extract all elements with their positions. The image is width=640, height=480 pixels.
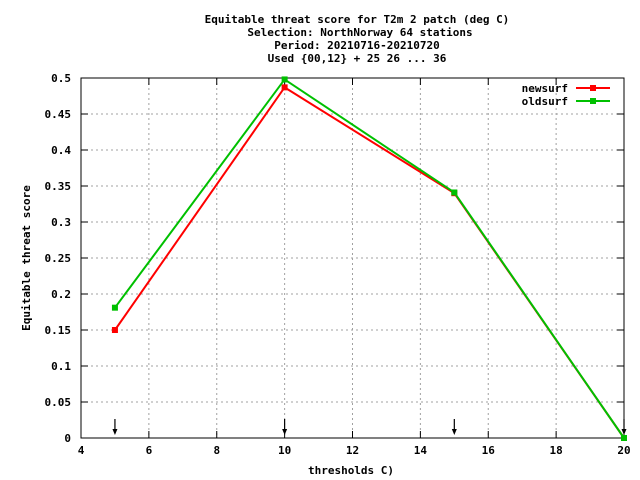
plot-frame	[80, 77, 625, 439]
arrow-head	[621, 429, 627, 435]
threshold-markers	[112, 419, 627, 435]
y-tick-label: 0.3	[51, 216, 71, 229]
y-tick-label: 0.4	[51, 144, 71, 157]
threshold-arrow	[282, 419, 288, 435]
title-line-2: Selection: NorthNorway 64 stations	[247, 26, 472, 39]
y-tick-label: 0.35	[45, 180, 72, 193]
series-newsurf	[111, 84, 627, 441]
x-tick-label: 18	[550, 444, 563, 457]
data-point-oldsurf	[281, 76, 288, 83]
y-tick-label: 0	[64, 432, 71, 445]
axis-tick-labels: 0 0.05 0.1 0.15 0.2 0.25 0.3 0.35 0.4 0.45 0.5 4 6 8 1…	[45, 72, 631, 457]
legend-label-newsurf: newsurf	[522, 82, 568, 95]
series-layer	[111, 76, 627, 441]
y-tick-label: 0.1	[51, 360, 71, 373]
threshold-arrow	[451, 419, 457, 435]
y-tick-label: 0.15	[45, 324, 72, 337]
x-tick-label: 10	[278, 444, 291, 457]
x-tick-label: 6	[146, 444, 153, 457]
x-tick-label: 14	[414, 444, 428, 457]
legend-label-oldsurf: oldsurf	[522, 95, 568, 108]
series-line-oldsurf	[114, 78, 625, 439]
data-point-oldsurf	[111, 304, 118, 311]
y-tick-label: 0.05	[45, 396, 72, 409]
threshold-arrow	[112, 419, 118, 435]
y-tick-label: 0.45	[45, 108, 72, 121]
y-tick-label: 0.5	[51, 72, 71, 85]
x-tick-label: 20	[617, 444, 630, 457]
x-tick-label: 12	[346, 444, 359, 457]
threshold-arrow	[621, 419, 627, 435]
series-line-newsurf	[114, 86, 625, 439]
data-point-oldsurf	[451, 189, 458, 196]
grid-lines	[81, 78, 624, 438]
data-point-newsurf	[111, 327, 118, 333]
y-axis-label: Equitable threat score	[20, 185, 33, 331]
series-oldsurf	[111, 76, 627, 441]
y-tick-label: 0.2	[51, 288, 71, 301]
chart-title: Equitable threat score for T2m 2 patch (…	[205, 13, 510, 65]
arrow-head	[451, 429, 457, 435]
title-line-1: Equitable threat score for T2m 2 patch (…	[205, 13, 510, 26]
data-point-oldsurf	[621, 435, 627, 441]
x-axis-label: thresholds C)	[308, 464, 394, 477]
legend-marker-oldsurf	[590, 98, 596, 104]
title-line-4: Used {00,12} + 25 26 ... 36	[268, 52, 447, 65]
legend-marker-newsurf	[590, 85, 596, 91]
x-tick-label: 16	[482, 444, 496, 457]
x-tick-label: 8	[213, 444, 220, 457]
arrow-head	[112, 429, 118, 435]
arrow-head	[282, 429, 288, 435]
data-point-newsurf	[281, 84, 288, 91]
title-line-3: Period: 20210716-20210720	[274, 39, 440, 52]
x-tick-label: 4	[78, 444, 85, 457]
y-tick-label: 0.25	[45, 252, 72, 265]
